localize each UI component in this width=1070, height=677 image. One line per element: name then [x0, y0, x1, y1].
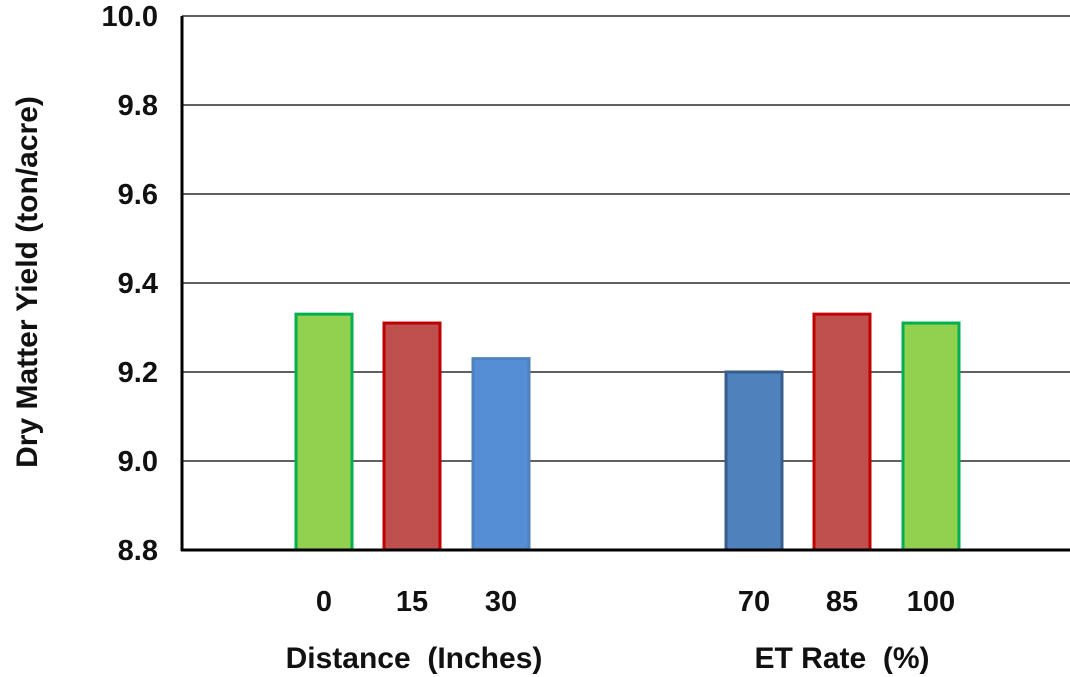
axes — [180, 16, 1070, 552]
group-axis-label: ET Rate (%) — [754, 642, 929, 675]
bar-70 — [724, 370, 784, 552]
y-tick-label: 8.8 — [118, 535, 158, 567]
x-tick-label: 70 — [738, 586, 770, 618]
y-tick-label: 9.8 — [118, 90, 158, 122]
y-tick-label: 9.0 — [118, 446, 158, 478]
group-axis-label: Distance (Inches) — [286, 642, 543, 675]
x-tick-label: 30 — [485, 586, 517, 618]
y-tick-label: 9.6 — [118, 179, 158, 211]
x-tick-label: 85 — [826, 586, 858, 618]
bar-0 — [294, 312, 354, 552]
x-tick-label: 0 — [316, 586, 332, 618]
bar-85 — [812, 312, 872, 552]
y-axis-title: Dry Matter Yield (ton/acre) — [11, 96, 44, 468]
x-tick-labels: 0 15 30 70 85 100 — [316, 586, 955, 618]
y-tick-labels: 8.8 9.0 9.2 9.4 9.6 9.8 10.0 — [102, 1, 158, 567]
bar-30 — [471, 357, 531, 552]
x-tick-label: 100 — [907, 586, 955, 618]
bars — [294, 312, 961, 552]
y-tick-label: 10.0 — [102, 1, 158, 33]
group-labels: Distance (Inches) ET Rate (%) — [286, 642, 930, 675]
bar-100 — [901, 321, 961, 552]
x-tick-label: 15 — [396, 586, 428, 618]
bar-15 — [382, 321, 442, 552]
y-tick-label: 9.2 — [118, 357, 158, 389]
y-tick-label: 9.4 — [118, 268, 158, 300]
